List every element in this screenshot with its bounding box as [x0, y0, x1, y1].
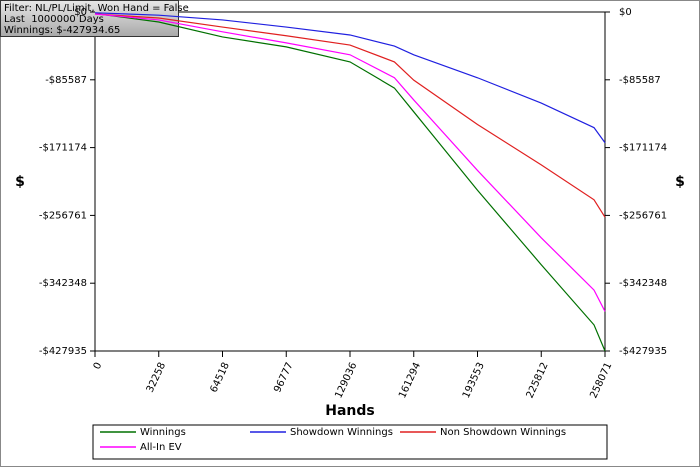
series-line	[94, 12, 606, 144]
legend-label: Non Showdown Winnings	[440, 427, 566, 438]
y2-tick-label: -$427935	[619, 346, 667, 357]
x-tick-label: 0	[92, 361, 105, 371]
legend	[92, 424, 608, 460]
y-tick-label: -$427935	[39, 346, 87, 357]
y-tick-label: -$171174	[39, 143, 87, 154]
legend-label: Winnings	[140, 427, 186, 438]
y2-tick-label: $0	[619, 7, 632, 18]
series-line	[94, 12, 606, 352]
info-winnings: Winnings: $-427934.65	[4, 25, 120, 36]
y2-tick-label: -$85587	[619, 75, 661, 86]
series-line	[94, 13, 606, 312]
info-filter: Filter: NL/PL/Limit, Won Hand = False	[4, 3, 189, 14]
plot-area	[94, 11, 606, 352]
y2-tick-label: -$256761	[619, 210, 667, 221]
y-tick-label: -$342348	[39, 278, 87, 289]
legend-label: Showdown Winnings	[290, 427, 393, 438]
y2-tick-label: -$171174	[619, 143, 667, 154]
x-axis-title: Hands	[325, 403, 375, 419]
y-tick-label: $0	[74, 7, 87, 18]
y-tick-label: -$256761	[39, 210, 87, 221]
y-axis-title: $	[15, 174, 25, 190]
series-line	[94, 13, 606, 218]
legend-label: All-In EV	[140, 442, 182, 453]
info-range: Last 1000000 Days	[4, 14, 104, 25]
y2-tick-label: -$342348	[619, 278, 667, 289]
y-tick-label: -$85587	[45, 75, 87, 86]
y2-axis-title: $	[675, 174, 685, 190]
